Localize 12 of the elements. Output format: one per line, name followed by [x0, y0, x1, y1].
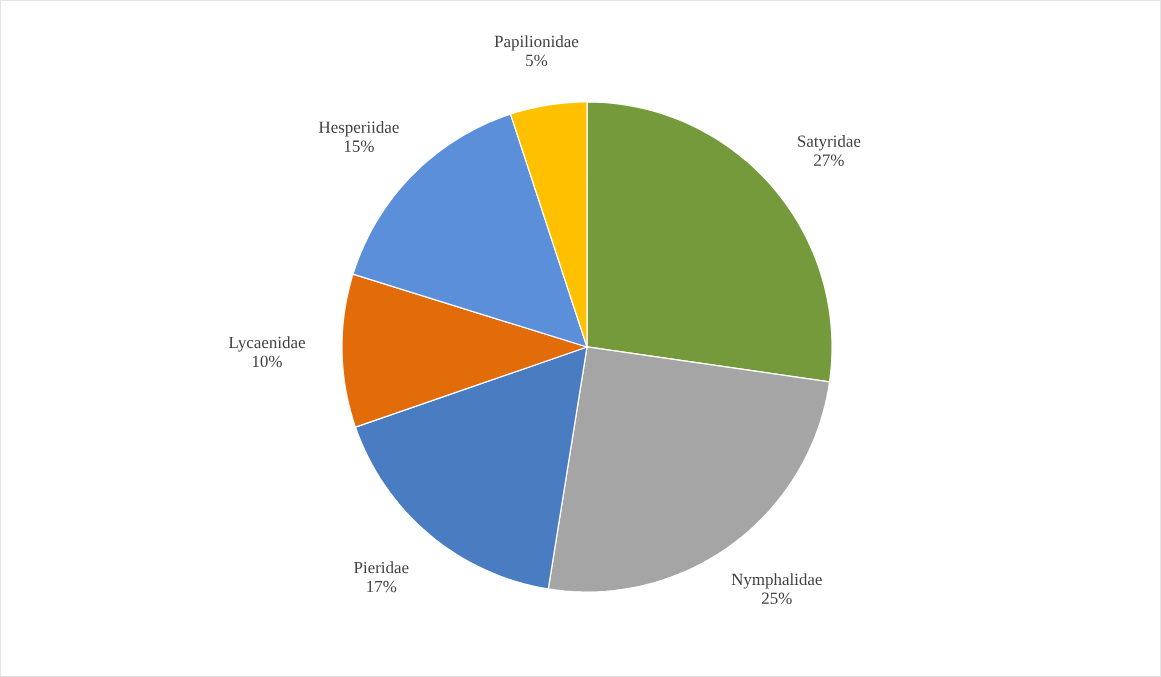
slice-label: Pieridae [354, 561, 409, 574]
data-label: 15% [344, 140, 374, 152]
slice-label: Nymphalidae [731, 573, 822, 589]
data-label: 17% [367, 580, 397, 593]
slice-label: Satyridae [798, 135, 861, 151]
slice-label: Hesperiidae [318, 121, 399, 137]
data-label: 10% [252, 355, 282, 368]
slice-label: Lycaenidae [228, 336, 305, 352]
slice-label: Papilionidae [494, 35, 579, 51]
data-label: 25% [762, 592, 792, 605]
data-label: 27% [814, 154, 844, 166]
data-label: 5% [526, 54, 548, 67]
